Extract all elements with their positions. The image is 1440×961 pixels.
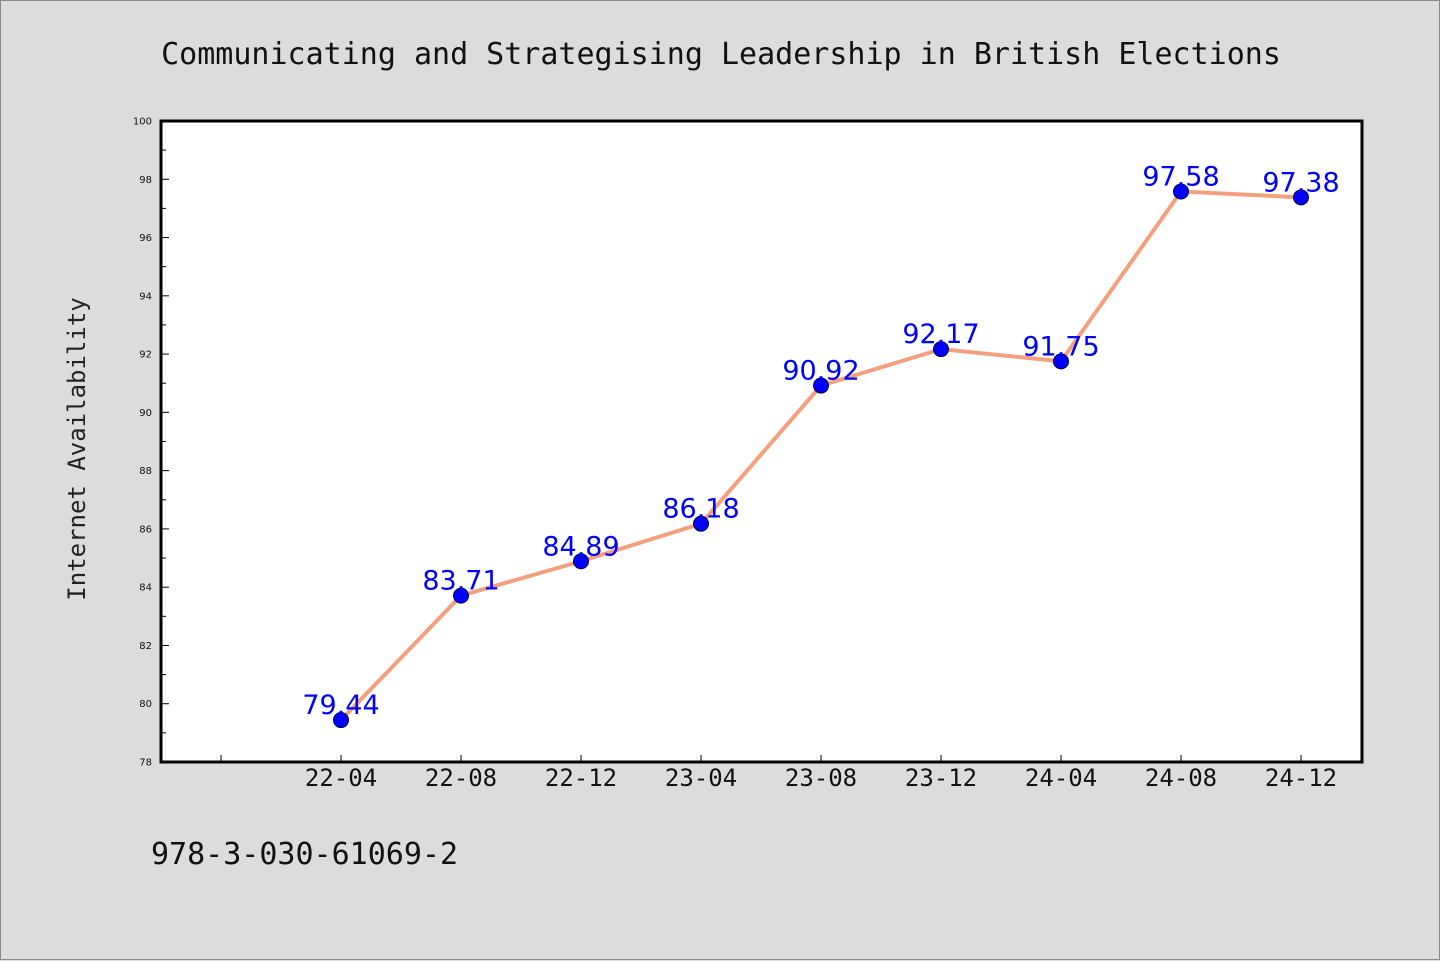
x-tick-label: 22-04 xyxy=(305,764,377,792)
x-tick-label: 22-12 xyxy=(545,764,617,792)
x-tick-label: 23-12 xyxy=(905,764,977,792)
y-tick-label: 94 xyxy=(139,291,152,302)
y-tick-label: 90 xyxy=(139,408,152,419)
data-point-marker xyxy=(453,587,469,604)
y-tick-label: 96 xyxy=(139,233,152,244)
y-tick-label: 100 xyxy=(133,117,152,128)
y-tick-label: 98 xyxy=(139,175,152,186)
data-point-marker xyxy=(813,377,829,394)
data-point-marker xyxy=(933,341,949,358)
plot-area xyxy=(159,119,1364,764)
x-tick-label: 22-08 xyxy=(425,764,497,792)
data-point-marker xyxy=(333,712,349,729)
data-point-label: 91.75 xyxy=(1022,331,1099,362)
x-tick-label: 24-04 xyxy=(1025,764,1097,792)
y-tick-label: 88 xyxy=(139,466,152,477)
y-axis-label: Internet Availability xyxy=(63,297,91,600)
data-point-marker xyxy=(1293,189,1309,206)
y-tick-label: 80 xyxy=(139,699,152,710)
data-point-label: 90.92 xyxy=(782,356,859,387)
y-tick-label: 86 xyxy=(139,524,152,535)
data-point-label: 79.44 xyxy=(302,690,379,721)
data-point-marker xyxy=(1053,353,1069,370)
data-point-label: 97.58 xyxy=(1142,162,1219,193)
y-axis-ticks: 78 80 82 84 86 88 90 92 94 96 98 100 xyxy=(133,117,169,769)
data-point-marker xyxy=(693,515,709,532)
data-point-label: 92.17 xyxy=(902,319,979,350)
y-tick-label: 82 xyxy=(139,641,152,652)
x-tick-label: 24-08 xyxy=(1145,764,1217,792)
x-tick-label: 23-04 xyxy=(665,764,737,792)
data-point-label: 83.71 xyxy=(422,566,499,597)
data-point-label: 97.38 xyxy=(1262,167,1339,198)
x-tick-label: 24-12 xyxy=(1265,764,1337,792)
data-point-label: 84.89 xyxy=(542,531,619,562)
chart-title: Communicating and Strategising Leadershi… xyxy=(161,37,1281,72)
data-point-marker xyxy=(573,553,589,570)
x-axis-ticks: 22-04 22-08 22-12 23-04 23-08 23-12 24-04 24-08… xyxy=(220,755,1337,792)
data-point-label: 86.18 xyxy=(662,494,739,525)
marker-layer xyxy=(333,183,1309,729)
data-label-layer: 79.44 83.71 84.89 86.18 90.92 92.17 91.75 97.58… xyxy=(302,162,1339,722)
y-tick-label: 92 xyxy=(139,350,152,361)
data-point-marker xyxy=(1173,183,1189,200)
x-tick-label: 23-08 xyxy=(785,764,857,792)
y-tick-label: 84 xyxy=(139,583,152,594)
y-tick-label: 78 xyxy=(139,758,152,769)
isbn-footer: 978-3-030-61069-2 xyxy=(151,837,458,872)
